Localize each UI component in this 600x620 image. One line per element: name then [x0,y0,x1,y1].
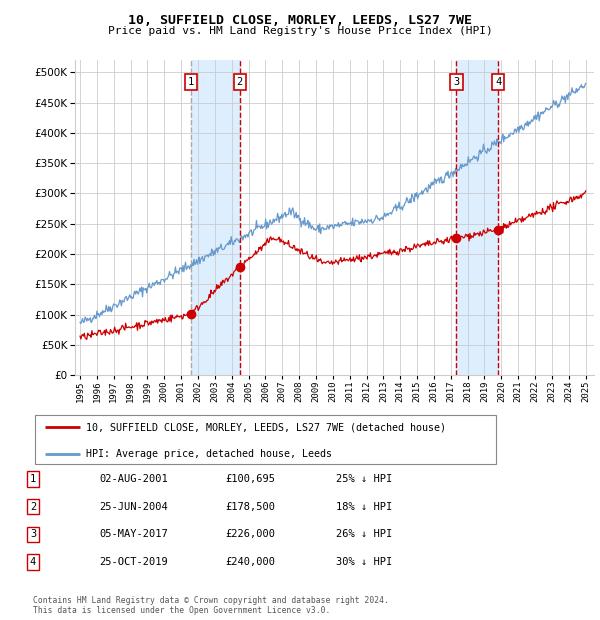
Text: 2: 2 [236,77,243,87]
Text: 26% ↓ HPI: 26% ↓ HPI [336,529,392,539]
Text: 1: 1 [188,77,194,87]
Text: 1: 1 [30,474,36,484]
Text: 25% ↓ HPI: 25% ↓ HPI [336,474,392,484]
Text: 3: 3 [454,77,460,87]
Text: £100,695: £100,695 [225,474,275,484]
Text: 05-MAY-2017: 05-MAY-2017 [99,529,168,539]
Bar [191,60,240,375]
Text: 4: 4 [30,557,36,567]
Text: 25-OCT-2019: 25-OCT-2019 [99,557,168,567]
Text: 30% ↓ HPI: 30% ↓ HPI [336,557,392,567]
Text: 2: 2 [30,502,36,512]
Text: 02-AUG-2001: 02-AUG-2001 [99,474,168,484]
FancyBboxPatch shape [35,415,496,464]
Text: 10, SUFFIELD CLOSE, MORLEY, LEEDS, LS27 7WE (detached house): 10, SUFFIELD CLOSE, MORLEY, LEEDS, LS27 … [86,422,446,432]
Text: HPI: Average price, detached house, Leeds: HPI: Average price, detached house, Leed… [86,450,332,459]
Text: 4: 4 [495,77,501,87]
Text: Contains HM Land Registry data © Crown copyright and database right 2024.
This d: Contains HM Land Registry data © Crown c… [33,596,389,615]
Text: 10, SUFFIELD CLOSE, MORLEY, LEEDS, LS27 7WE: 10, SUFFIELD CLOSE, MORLEY, LEEDS, LS27 … [128,14,472,27]
Text: Price paid vs. HM Land Registry's House Price Index (HPI): Price paid vs. HM Land Registry's House … [107,26,493,36]
Text: £178,500: £178,500 [225,502,275,512]
Text: 3: 3 [30,529,36,539]
Bar [457,60,498,375]
Text: 18% ↓ HPI: 18% ↓ HPI [336,502,392,512]
Text: £240,000: £240,000 [225,557,275,567]
Text: 25-JUN-2004: 25-JUN-2004 [99,502,168,512]
Text: £226,000: £226,000 [225,529,275,539]
